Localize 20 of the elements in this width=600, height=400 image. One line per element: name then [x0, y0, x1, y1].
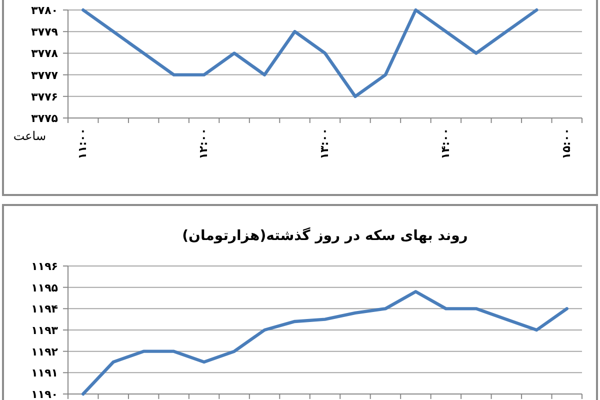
- y-tick-label: ۳۷۷۹: [31, 26, 58, 39]
- x-tick-label: ۱۳:۰۰: [318, 128, 332, 160]
- x-tick-label: ۱۴:۰۰: [438, 128, 452, 160]
- chart-title: روند بهای سکه در روز گذشته(هزارتومان): [182, 227, 468, 244]
- y-tick-label: ۱۱۹۵: [31, 281, 58, 294]
- x-tick-label: ۱۵:۰۰: [560, 128, 573, 160]
- y-tick-label: ۳۷۷۵: [31, 112, 58, 125]
- y-tick-label: ۱۱۹۰: [31, 388, 58, 400]
- y-tick-label: ۳۷۸۰: [31, 4, 58, 17]
- y-tick-label: ۱۱۹۱: [31, 366, 58, 380]
- x-axis-title: ساعت: [13, 129, 46, 143]
- x-tick-label: ۱۲:۰۰: [197, 128, 210, 160]
- y-tick-label: ۱۱۹۶: [31, 260, 58, 273]
- y-tick-label: ۳۷۷۸: [31, 47, 58, 60]
- y-tick-label: ۱۱۹۳: [31, 324, 58, 337]
- y-tick-label: ۱۱۹۴: [31, 302, 58, 316]
- y-tick-label: ۳۷۷۶: [31, 90, 58, 104]
- y-tick-label: ۱۱۹۲: [31, 345, 58, 358]
- x-tick-label: ۱۱:۰۰: [76, 128, 90, 160]
- y-tick-label: ۳۷۷۷: [31, 68, 58, 82]
